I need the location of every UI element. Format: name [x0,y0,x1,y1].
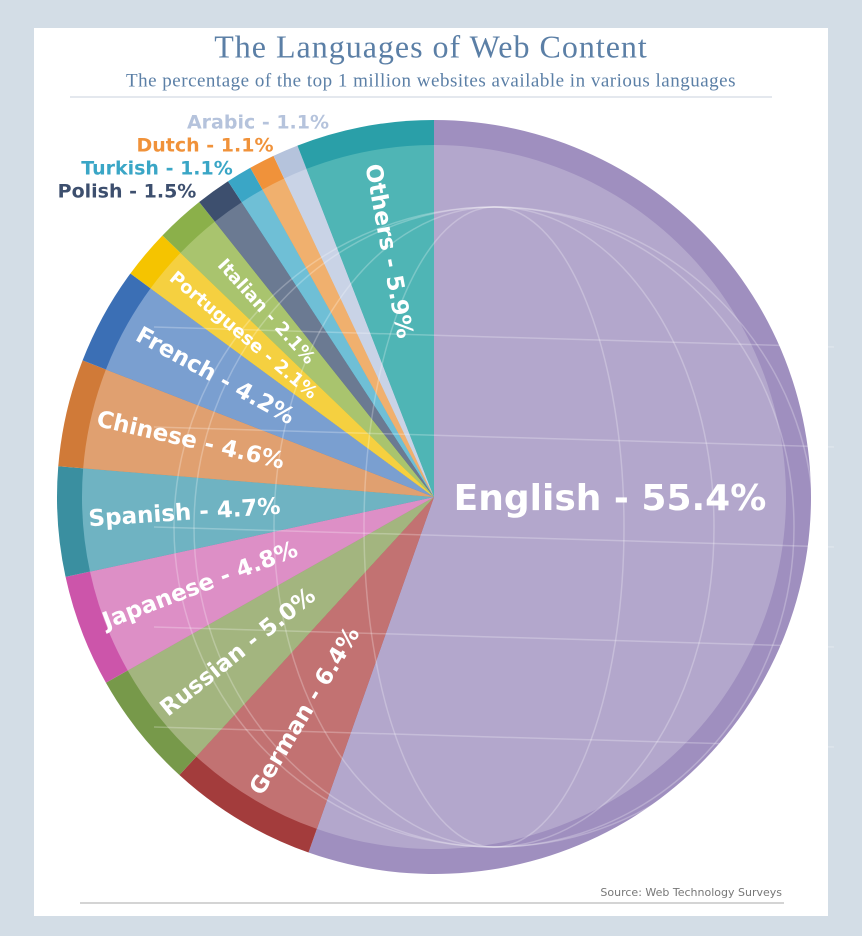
slice-inner [81,468,434,572]
chart-subtitle: The percentage of the top 1 million webs… [126,70,736,91]
source: Source: Web Technology Surveys [600,886,782,899]
globe-meridian [273,206,715,848]
slice-inner [316,145,786,849]
globe-meridian [193,206,795,848]
globe-meridian [363,206,625,848]
slice-inner [214,202,434,497]
slice-label: Polish - 1.5% [58,181,197,203]
globe-parallel [153,426,835,448]
slice-inner [105,288,435,497]
globe-parallel [153,726,835,748]
chart-title: The Languages of Web Content [214,28,648,64]
slice-inner [127,497,435,757]
globe-parallel [153,326,835,348]
globe-outline [173,206,815,848]
slice-inner [150,252,435,497]
slice-inner [306,145,434,497]
slice-label: Dutch - 1.1% [137,135,274,157]
slice-label: Turkish - 1.1% [81,158,233,180]
globe-parallel [153,526,835,548]
globe [153,206,835,848]
slice-inner [284,168,434,498]
globe-parallel [153,626,835,648]
slice-inner [90,497,434,671]
slice-inner [241,189,434,497]
slice-inner [262,178,434,497]
slice-inner [180,221,434,497]
slice-label: Arabic - 1.1% [187,112,329,134]
slice-inner [83,369,435,497]
slice-label: English - 55.4% [454,478,767,519]
pie: English - 55.4%German - 6.4%Russian - 5.… [56,112,835,874]
slice-inner [196,497,434,829]
